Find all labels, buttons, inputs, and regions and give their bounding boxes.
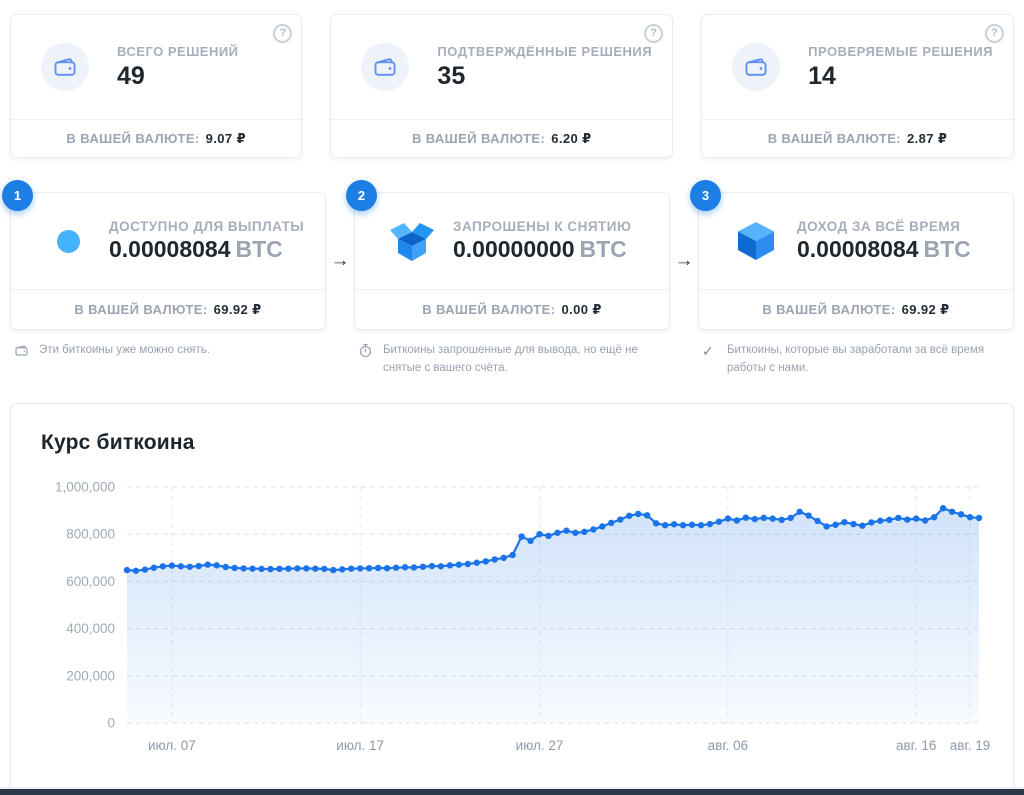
- svg-text:июл. 07: июл. 07: [148, 738, 196, 753]
- stat-card-footer: В ВАШЕЙ ВАЛЮТЕ: 9.07 ₽: [11, 119, 302, 157]
- note-available: Эти биткоины уже можно снять.: [10, 341, 326, 378]
- stats-row: ? ВСЕГО РЕШЕНИЙ 49 В ВАШЕЙ ВАЛЮТЕ: 9.07 …: [10, 14, 1014, 158]
- flow-card-requested: 2 ЗАПРОШЕНЫ К СНЯТИЮ 0.00000000 BTC: [346, 180, 670, 330]
- currency-value: 69.92 ₽: [901, 301, 950, 317]
- bitcoin-rate-chart: июл. 07 июл. 17 июл. 27 авг. 06 авг. 16 авг. …: [55, 479, 990, 753]
- help-icon[interactable]: ?: [644, 24, 664, 43]
- currency-label: В ВАШЕЙ ВАЛЮТЕ:: [422, 302, 556, 317]
- currency-label: В ВАШЕЙ ВАЛЮТЕ:: [411, 131, 546, 146]
- chart-title: Курс биткоина: [41, 430, 195, 454]
- currency-value: 69.92 ₽: [213, 301, 262, 317]
- stat-label: ПРОВЕРЯЕМЫЕ РЕШЕНИЯ: [808, 43, 993, 59]
- step-badge: 2: [346, 180, 377, 211]
- note-text: Биткоины запрошенные для вывода, но ещё …: [383, 344, 638, 375]
- svg-text:800,000: 800,000: [66, 526, 115, 541]
- arrow-right-icon: →: [674, 250, 694, 271]
- note-text: Эти биткоины уже можно снять.: [39, 344, 210, 356]
- flow-label: ДОХОД ЗА ВСЁ ВРЕМЯ: [797, 219, 961, 234]
- help-icon[interactable]: ?: [273, 24, 293, 43]
- stat-value: 49: [117, 61, 145, 90]
- svg-text:авг. 19: авг. 19: [950, 738, 990, 753]
- currency-value: 9.07 ₽: [205, 130, 247, 146]
- svg-text:600,000: 600,000: [66, 574, 115, 589]
- arrow-right-icon: →: [330, 250, 350, 271]
- stat-card-total-solutions: ? ВСЕГО РЕШЕНИЙ 49 В ВАШЕЙ ВАЛЮТЕ: 9.07 …: [10, 14, 303, 158]
- currency-label: В ВАШЕЙ ВАЛЮТЕ:: [767, 131, 902, 146]
- flow-label: ДОСТУПНО ДЛЯ ВЫПЛАТЫ: [109, 219, 305, 234]
- svg-text:400,000: 400,000: [66, 621, 115, 636]
- note-requested: Биткоины запрошенные для вывода, но ещё …: [354, 341, 670, 378]
- btc-amount: 0.00000000: [453, 236, 575, 262]
- open-box-icon: [389, 218, 435, 264]
- stat-label: ВСЕГО РЕШЕНИЙ: [117, 43, 239, 59]
- wallet-icon: [41, 43, 89, 91]
- stat-card-confirmed-solutions: ? ПОДТВЕРЖДЁННЫЕ РЕШЕНИЯ 35 В ВАШЕЙ ВАЛЮ…: [330, 14, 674, 158]
- flow-card-footer: В ВАШЕЙ ВАЛЮТЕ: 0.00 ₽: [355, 289, 669, 329]
- svg-text:авг. 06: авг. 06: [708, 738, 748, 753]
- note-total-income: ✓ Биткоины, которые вы заработали за всё…: [698, 341, 1014, 378]
- btc-unit: BTC: [923, 236, 971, 262]
- payout-flow-row: 1 ДОСТУПНО ДЛЯ ВЫПЛАТЫ 0.00008084 BTC В В…: [2, 180, 1014, 330]
- btc-amount: 0.00008084: [797, 236, 919, 262]
- svg-text:1,000,000: 1,000,000: [55, 479, 115, 494]
- bottom-scrollbar[interactable]: [0, 787, 1024, 795]
- btc-unit: BTC: [235, 236, 283, 262]
- step-badge: 1: [2, 180, 33, 211]
- stat-card-footer: В ВАШЕЙ ВАЛЮТЕ: 6.20 ₽: [331, 119, 673, 157]
- flow-label: ЗАПРОШЕНЫ К СНЯТИЮ: [453, 219, 632, 234]
- stat-label: ПОДТВЕРЖДЁННЫЕ РЕШЕНИЯ: [437, 43, 653, 59]
- currency-value: 6.20 ₽: [551, 130, 592, 146]
- currency-label: В ВАШЕЙ ВАЛЮТЕ:: [762, 302, 896, 317]
- wallet-icon: [361, 43, 410, 91]
- svg-text:200,000: 200,000: [66, 668, 115, 683]
- svg-text:0: 0: [107, 715, 115, 730]
- flow-card-footer: В ВАШЕЙ ВАЛЮТЕ: 69.92 ₽: [699, 289, 1013, 329]
- currency-value: 0.00 ₽: [561, 301, 602, 317]
- wallet-icon: [732, 43, 781, 91]
- help-icon[interactable]: ?: [985, 24, 1004, 43]
- svg-text:авг. 16: авг. 16: [896, 738, 936, 753]
- stopwatch-icon: [358, 343, 374, 358]
- currency-label: В ВАШЕЙ ВАЛЮТЕ:: [74, 302, 208, 317]
- flow-card-available: 1 ДОСТУПНО ДЛЯ ВЫПЛАТЫ 0.00008084 BTC В В…: [2, 180, 326, 330]
- btc-unit: BTC: [579, 236, 627, 262]
- svg-text:июл. 17: июл. 17: [336, 738, 384, 753]
- btc-amount: 0.00008084: [109, 236, 231, 262]
- stat-value: 35: [437, 61, 466, 90]
- stat-value: 14: [808, 61, 836, 90]
- wallet-icon: [14, 343, 30, 358]
- currency-label: В ВАШЕЙ ВАЛЮТЕ:: [66, 131, 200, 146]
- note-text: Биткоины, которые вы заработали за всё в…: [727, 344, 985, 375]
- check-icon: ✓: [702, 343, 714, 359]
- blue-dot-icon: [45, 218, 91, 264]
- flow-card-footer: В ВАШЕЙ ВАЛЮТЕ: 69.92 ₽: [11, 289, 325, 329]
- cube-icon: [733, 218, 779, 264]
- flow-card-total-income: 3 ДОХОД ЗА ВСЁ ВРЕМЯ 0.00008084 BTC: [690, 180, 1014, 330]
- currency-value: 2.87 ₽: [907, 130, 948, 146]
- stat-card-footer: В ВАШЕЙ ВАЛЮТЕ: 2.87 ₽: [702, 119, 1013, 157]
- svg-text:июл. 27: июл. 27: [516, 738, 564, 753]
- bitcoin-rate-card: Курс биткоина июл. 07 июл. 17 июл. 27 авг. …: [10, 402, 1014, 795]
- flow-notes-row: Эти биткоины уже можно снять. Биткоины з…: [10, 341, 1014, 378]
- step-badge: 3: [690, 180, 721, 211]
- stat-card-pending-solutions: ? ПРОВЕРЯЕМЫЕ РЕШЕНИЯ 14 В ВАШЕЙ ВАЛЮТЕ:…: [701, 14, 1014, 158]
